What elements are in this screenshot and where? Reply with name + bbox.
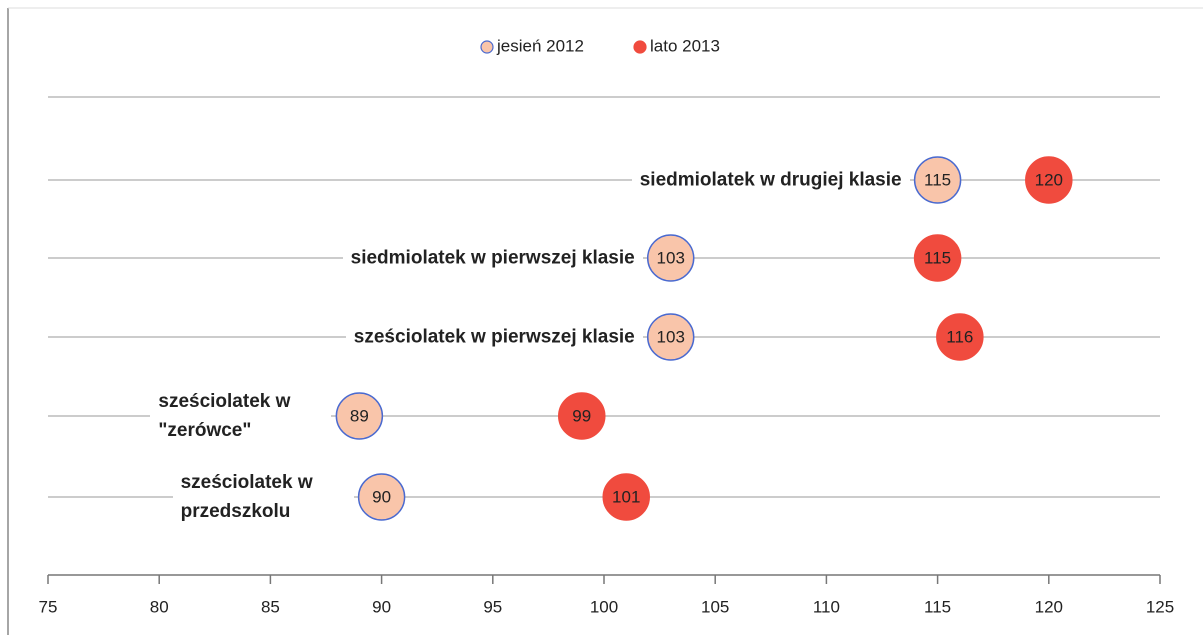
category-label: siedmiolatek w drugiej klasie <box>631 165 910 195</box>
x-tick-label: 85 <box>261 597 280 616</box>
data-label: 115 <box>924 248 951 267</box>
data-label: 116 <box>946 327 973 346</box>
x-tick-label: 100 <box>590 597 618 616</box>
x-tick-label: 80 <box>150 597 169 616</box>
dot <box>646 234 695 282</box>
dot <box>913 156 962 204</box>
category-label: sześciolatek w "zerówce" <box>150 387 332 445</box>
data-label: 99 <box>572 406 591 425</box>
data-label: 89 <box>350 406 369 425</box>
legend-marker <box>633 40 647 54</box>
legend-label: lato 2013 <box>650 36 720 55</box>
dot <box>1025 156 1073 204</box>
x-tick-label: 125 <box>1146 597 1174 616</box>
dot <box>558 392 606 440</box>
category-label: sześciolatek w przedszkolu <box>172 468 354 526</box>
x-tick-label: 115 <box>924 597 951 616</box>
data-label: 103 <box>657 248 685 267</box>
x-tick-label: 120 <box>1035 597 1063 616</box>
dot <box>357 473 406 521</box>
data-label: 90 <box>372 487 391 506</box>
dot <box>335 392 384 440</box>
legend-label: jesień 2012 <box>496 36 584 55</box>
x-tick-label: 95 <box>483 597 502 616</box>
category-label: sześciolatek w pierwszej klasie <box>345 322 643 352</box>
x-tick-label: 90 <box>372 597 391 616</box>
dot <box>602 473 650 521</box>
dot <box>936 313 984 361</box>
dot <box>646 313 695 361</box>
data-label: 120 <box>1035 170 1063 189</box>
x-tick-label: 75 <box>39 597 58 616</box>
x-tick-label: 110 <box>813 597 840 616</box>
dot <box>913 234 962 282</box>
data-label: 101 <box>612 487 640 506</box>
x-tick-label: 105 <box>701 597 729 616</box>
data-label: 103 <box>657 327 685 346</box>
data-label: 115 <box>924 170 951 189</box>
category-label: siedmiolatek w pierwszej klasie <box>342 243 643 273</box>
legend-marker <box>480 40 494 54</box>
